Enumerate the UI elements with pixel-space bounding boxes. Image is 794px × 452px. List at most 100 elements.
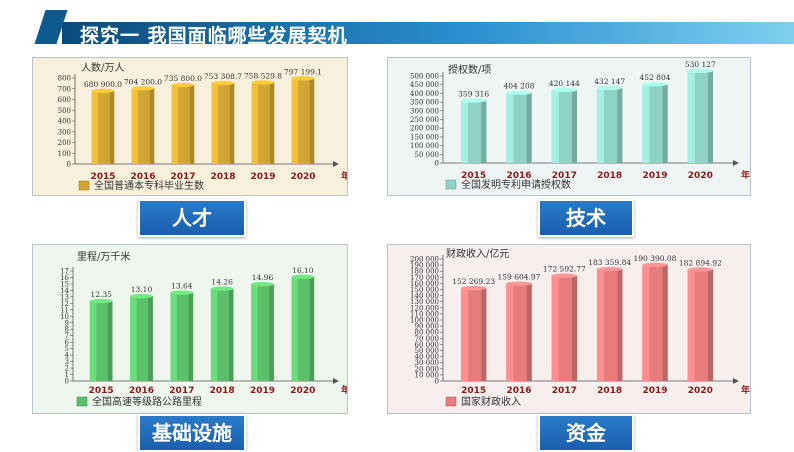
y-tick-label: 100 000 [410, 317, 439, 325]
y-tick-label: 200 000 [410, 256, 439, 264]
y-tick-label: 10 000 [415, 371, 440, 379]
bar-2019 [642, 262, 668, 381]
bar-shade [526, 92, 532, 163]
bar-2017 [551, 87, 578, 163]
data-label: 530 127 [685, 60, 716, 69]
x-tick-label: 2018 [210, 386, 235, 396]
data-label: 452 804 [639, 73, 670, 82]
x-tick-label: 2016 [129, 386, 154, 396]
y-tick-label: 90 000 [415, 323, 440, 331]
y-tick-label: 500 [58, 107, 71, 115]
data-label: 13.64 [171, 282, 193, 291]
bar-2017 [171, 82, 195, 164]
bar-cap [211, 80, 235, 86]
bar-shade [228, 288, 234, 381]
bar-2015 [91, 88, 115, 164]
data-label: 152 269.23 [452, 277, 495, 286]
y-tick-label: 150 000 [410, 133, 439, 141]
bar-2017 [551, 273, 578, 381]
y-tick-label: 2 [65, 365, 69, 373]
bar-cap [251, 80, 275, 85]
bar-shade [617, 87, 623, 163]
chart-panel-funds: 财政收入/亿元 0 10 000 20 000 30 000 40 000 50 000 60… [387, 244, 751, 414]
y-tick-label: 450 000 [410, 81, 439, 89]
y-tick-label: 12 [60, 300, 69, 308]
bar-cap [210, 286, 234, 291]
x-tick-label: 2017 [169, 386, 194, 396]
bar-shade [229, 83, 235, 164]
y-tick-label: 160 000 [410, 280, 439, 288]
bar-cap [506, 90, 532, 95]
data-label: 159 604.97 [498, 273, 541, 282]
bar-cap [551, 87, 578, 93]
bar-shade [707, 269, 714, 381]
y-unit-label: 财政收入/亿元 [446, 247, 509, 260]
bar-2015 [460, 285, 487, 381]
bar-highlight [596, 87, 605, 163]
bar-cap [251, 282, 274, 287]
bar-highlight [251, 82, 259, 164]
bar-cap [460, 285, 487, 291]
x-axis-arrow [333, 378, 339, 384]
y-tick-label: 400 000 [410, 90, 439, 98]
bar-highlight [291, 78, 299, 164]
x-tick-label: 2019 [250, 386, 275, 396]
chart-panel-talent: 人数/万人 0 100 200 300 400 500 600 700 800 680 900.0 2… [32, 57, 348, 196]
bar-cap [291, 76, 315, 81]
y-tick-label: 600 [58, 96, 71, 104]
x-tick-label: 2016 [506, 386, 531, 396]
bar-cap [642, 82, 668, 87]
y-tick-label: 0 [65, 378, 69, 386]
y-tick-label: 70 000 [415, 335, 440, 343]
y-tick-label: 190 000 [410, 262, 439, 270]
bar-shade [707, 70, 714, 163]
bar-shade [269, 284, 274, 381]
label-funds: 资金 [538, 414, 634, 452]
y-tick-label: 20 000 [415, 365, 440, 373]
legend-label: 全国高速等级路公路里程 [92, 395, 202, 408]
bar-shade [617, 269, 623, 381]
y-unit-label: 人数/万人 [81, 61, 124, 74]
x-axis-suffix: 年份 [341, 384, 347, 396]
y-tick-label: 40 000 [415, 353, 440, 361]
bar-2018 [596, 85, 623, 163]
page-title: 探究一 我国面临哪些发展契机 [80, 25, 348, 47]
legend-swatch [78, 180, 90, 191]
y-tick-label: 300 [58, 128, 71, 136]
data-label: 13.10 [131, 285, 153, 294]
y-tick-label: 5 [65, 345, 69, 353]
bar-shade [188, 292, 194, 381]
bar-cap [130, 294, 153, 299]
bar-highlight [211, 83, 219, 164]
bar-cap [642, 262, 668, 268]
x-tick-label: 2019 [642, 171, 667, 181]
chart-panel-infrastructure: 里程/万千米 0 1 2 3 4 5 6 7 8 9 10 11 12 13 14 15 16 17 12.35 201… [32, 244, 348, 414]
bar-2015 [460, 98, 487, 163]
bar-cap [91, 88, 115, 94]
bar-shade [662, 264, 668, 381]
bar-shade [269, 82, 275, 164]
bar-cap [89, 298, 113, 304]
label-talent: 人才 [138, 199, 246, 237]
y-tick-label: 7 [65, 332, 69, 340]
y-tick-label: 120 000 [410, 304, 439, 312]
y-tick-label: 14 [60, 287, 69, 295]
bar-2020 [687, 68, 714, 163]
bar-cap [291, 274, 315, 280]
x-axis-arrow [733, 160, 739, 166]
data-label: 704 200.0 [124, 77, 162, 86]
data-label: 753 308.7 [204, 72, 242, 81]
bar-highlight [687, 70, 695, 163]
bar-shade [149, 88, 155, 164]
bar-2016 [131, 86, 155, 164]
bar-2018 [210, 286, 234, 381]
y-tick-label: 150 000 [410, 286, 439, 294]
bar-highlight [642, 264, 650, 381]
bar-shade [571, 275, 578, 381]
y-tick-label: 170 000 [410, 274, 439, 282]
legend-swatch [445, 396, 457, 407]
bar-highlight [551, 275, 559, 381]
x-tick-label: 2020 [688, 386, 713, 396]
data-label: 359 316 [458, 89, 489, 98]
y-tick-label: 9 [65, 319, 69, 327]
